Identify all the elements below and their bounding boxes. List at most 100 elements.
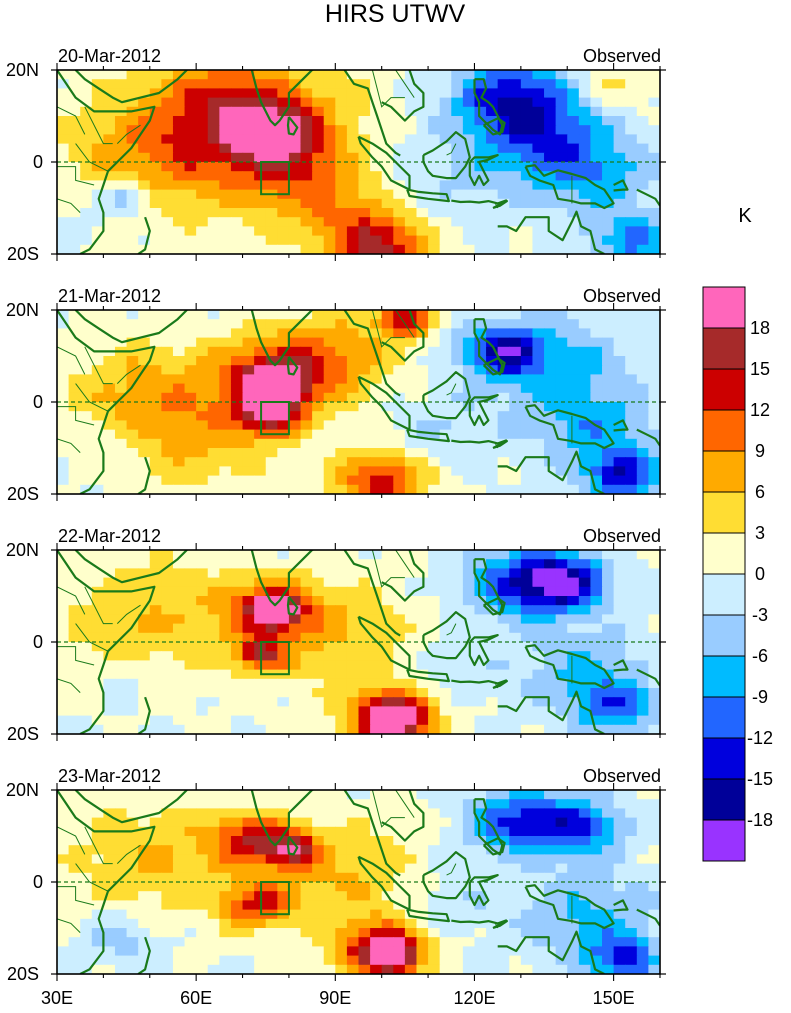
heatmap-cell <box>115 494 127 504</box>
heatmap-cell <box>149 623 162 634</box>
heatmap-cell <box>184 964 197 974</box>
heatmap-cell <box>393 383 406 394</box>
heatmap-cell <box>312 365 325 375</box>
heatmap-cell <box>207 909 220 920</box>
heatmap-cell <box>613 411 626 421</box>
heatmap-cell <box>242 420 255 431</box>
heatmap-cell <box>439 623 452 634</box>
heatmap-cell <box>613 337 626 348</box>
heatmap-cell <box>590 374 603 385</box>
heatmap-cell <box>439 319 452 329</box>
colorbar-label: 18 <box>750 318 770 338</box>
heatmap-cell <box>439 596 452 606</box>
heatmap-cell <box>625 568 638 579</box>
heatmap-cell <box>184 632 197 643</box>
colorbar-label: 15 <box>750 359 770 379</box>
heatmap-cell <box>242 328 255 339</box>
heatmap-cell <box>57 697 70 707</box>
heatmap-cell <box>486 208 499 218</box>
heatmap-cell <box>103 678 116 689</box>
heatmap-cell <box>532 208 545 218</box>
heatmap-cell <box>312 392 325 403</box>
heatmap-cell <box>625 143 638 154</box>
heatmap-cell <box>277 392 290 403</box>
heatmap-cell <box>196 946 209 957</box>
heatmap-cell <box>277 964 290 974</box>
heatmap-cell <box>184 226 197 237</box>
heatmap-cell <box>80 484 93 494</box>
heatmap-cell <box>462 143 476 154</box>
heatmap-cell <box>57 872 70 883</box>
heatmap-cell <box>613 937 626 947</box>
heatmap-cell <box>91 420 104 431</box>
heatmap-cell <box>648 88 660 99</box>
heatmap-cell <box>254 198 267 209</box>
heatmap-cell <box>323 605 336 615</box>
coastline <box>613 419 629 432</box>
heatmap-cell <box>277 623 290 634</box>
heatmap-cell <box>625 586 638 597</box>
heatmap-cell <box>636 171 650 181</box>
heatmap-cell <box>230 669 244 680</box>
heatmap-cell <box>474 411 487 421</box>
heatmap-cell <box>91 706 104 717</box>
heatmap-cell <box>474 660 487 671</box>
heatmap-cell <box>625 475 638 486</box>
heatmap-cell <box>196 226 209 237</box>
heatmap-cell <box>358 669 371 680</box>
heatmap-cell <box>451 208 464 218</box>
heatmap-cell <box>172 623 186 634</box>
heatmap-cell <box>149 79 162 89</box>
heatmap-cell <box>462 568 476 579</box>
heatmap-cell <box>300 152 313 163</box>
heatmap-cell <box>393 143 406 154</box>
heatmap-cell <box>242 946 255 957</box>
heatmap-cell <box>68 651 81 661</box>
heatmap-cell <box>138 909 151 920</box>
heatmap-cell <box>149 854 162 865</box>
heatmap-cell <box>103 715 116 726</box>
heatmap-cell <box>381 466 394 477</box>
heatmap-cell <box>312 660 325 671</box>
heatmap-cell <box>161 466 174 477</box>
heatmap-cell <box>428 678 441 689</box>
heatmap-cell <box>416 411 429 421</box>
heatmap-cell <box>312 577 325 588</box>
heatmap-cell <box>335 235 348 246</box>
heatmap-cell <box>57 678 70 689</box>
heatmap-cell <box>230 97 244 108</box>
heatmap-cell <box>544 420 557 431</box>
heatmap-cell <box>393 189 406 200</box>
heatmap-cell <box>254 697 267 707</box>
heatmap-cell <box>381 180 394 191</box>
heatmap-cell <box>68 484 81 494</box>
heatmap-cell <box>346 88 360 99</box>
heatmap-cell <box>138 180 151 191</box>
heatmap-cell <box>69 734 81 744</box>
heatmap-cell <box>301 974 313 984</box>
heatmap-cell <box>138 826 151 837</box>
heatmap-cell <box>544 235 557 246</box>
heatmap-cell <box>555 596 568 606</box>
heatmap-cell <box>300 715 313 726</box>
heatmap-cell <box>138 577 151 588</box>
heatmap-cell <box>277 402 290 412</box>
heatmap-cell <box>428 596 441 606</box>
heatmap-cell <box>404 97 418 108</box>
heatmap-cell <box>207 171 220 181</box>
heatmap-cell <box>509 208 522 218</box>
heatmap-cell <box>323 559 336 569</box>
heatmap-cell <box>462 88 476 99</box>
heatmap-cell <box>532 97 545 108</box>
heatmap-cell <box>196 106 209 117</box>
heatmap-cell <box>381 429 394 440</box>
heatmap-cell <box>126 651 139 661</box>
heatmap-cell <box>462 429 476 440</box>
heatmap-cell <box>439 697 452 707</box>
heatmap-cell <box>172 651 186 661</box>
heatmap-cell <box>520 171 534 181</box>
heatmap-cell <box>335 734 347 744</box>
heatmap-cell <box>242 70 255 80</box>
heatmap-cell <box>196 466 209 477</box>
heatmap-cell <box>242 448 255 458</box>
